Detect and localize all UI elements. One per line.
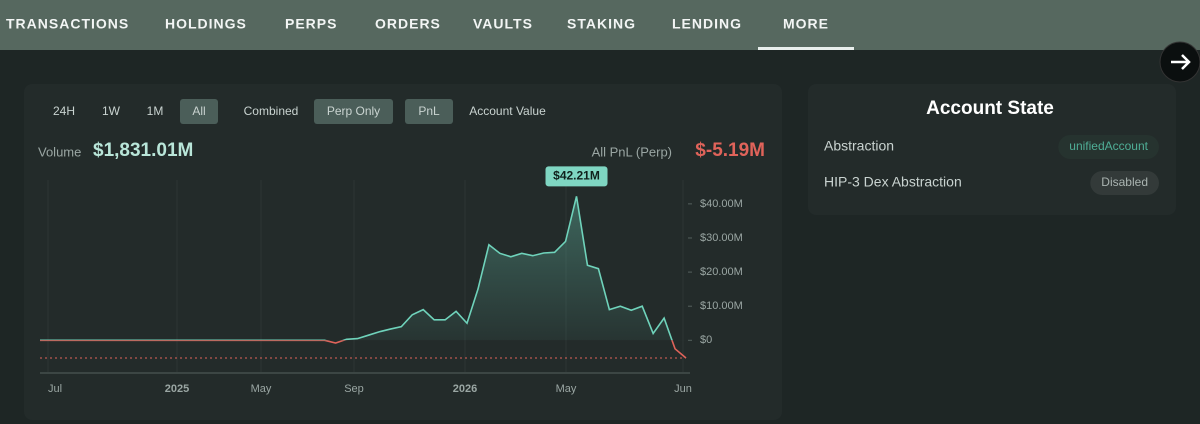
x-tick-label: Jul	[48, 383, 62, 395]
account-card	[808, 84, 1176, 215]
nav-tab[interactable]: PERPS	[285, 16, 337, 32]
row-badge	[1090, 171, 1159, 195]
nav-tab[interactable]: TRANSACTIONS	[6, 16, 129, 32]
peak-label: $42.21M	[553, 169, 600, 183]
filter-label[interactable]: 1W	[102, 104, 121, 118]
filter-label[interactable]: 1M	[147, 104, 164, 118]
nav-tab[interactable]: ORDERS	[375, 16, 441, 32]
active-underline	[758, 47, 854, 50]
nav-tab[interactable]: LENDING	[672, 16, 742, 32]
filter-label[interactable]: Perp Only	[327, 104, 380, 118]
nav-tab[interactable]: HOLDINGS	[165, 16, 247, 32]
filter-label[interactable]: PnL	[418, 104, 440, 118]
area	[343, 196, 673, 341]
pnl-value: $-5.19M	[695, 140, 765, 161]
y-tick-label: $30.00M	[700, 232, 743, 244]
account-title: Account State	[926, 98, 1054, 119]
filter-button[interactable]	[314, 99, 393, 124]
nav-bar	[0, 0, 1200, 50]
chart-card	[24, 84, 782, 420]
x-tick-label: May	[556, 383, 577, 395]
peak-badge	[545, 166, 608, 187]
nav-tab[interactable]: VAULTS	[473, 16, 533, 32]
row-label: Abstraction	[824, 138, 894, 154]
row-value: unifiedAccount	[1069, 139, 1148, 153]
nav-tab[interactable]: STAKING	[567, 16, 636, 32]
filter-button[interactable]	[405, 99, 453, 124]
x-tick-label: Sep	[344, 383, 364, 395]
y-tick-label: $40.00M	[700, 198, 743, 210]
y-tick-label: $0	[700, 334, 712, 346]
nav-tab[interactable]: MORE	[783, 16, 829, 32]
volume-value: $1,831.01M	[93, 140, 193, 161]
line-negative	[40, 340, 687, 359]
filter-label[interactable]: All	[192, 104, 205, 118]
filter-label[interactable]: Combined	[244, 104, 299, 118]
line	[40, 196, 673, 341]
row-label: HIP-3 Dex Abstraction	[824, 174, 962, 190]
y-tick-label: $10.00M	[700, 300, 743, 312]
x-tick-label: Jun	[674, 383, 692, 395]
row-value: Disabled	[1101, 175, 1148, 189]
filter-button[interactable]	[180, 99, 218, 124]
x-tick-label: May	[251, 383, 272, 395]
pnl-label: All PnL (Perp)	[592, 144, 672, 159]
next-button[interactable]	[1159, 41, 1200, 83]
filter-label[interactable]: Account Value	[469, 104, 546, 118]
row-badge	[1058, 135, 1159, 159]
filter-label[interactable]: 24H	[53, 104, 75, 118]
x-tick-label: 2025	[165, 383, 189, 395]
x-tick-label: 2026	[453, 383, 477, 395]
volume-label: Volume	[38, 144, 81, 159]
y-tick-label: $20.00M	[700, 266, 743, 278]
next-arrow[interactable]	[1171, 54, 1191, 70]
